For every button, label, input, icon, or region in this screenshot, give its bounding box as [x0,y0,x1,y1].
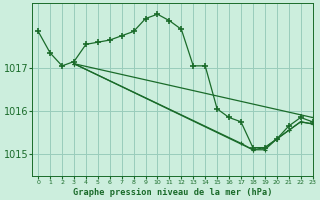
X-axis label: Graphe pression niveau de la mer (hPa): Graphe pression niveau de la mer (hPa) [73,188,272,197]
